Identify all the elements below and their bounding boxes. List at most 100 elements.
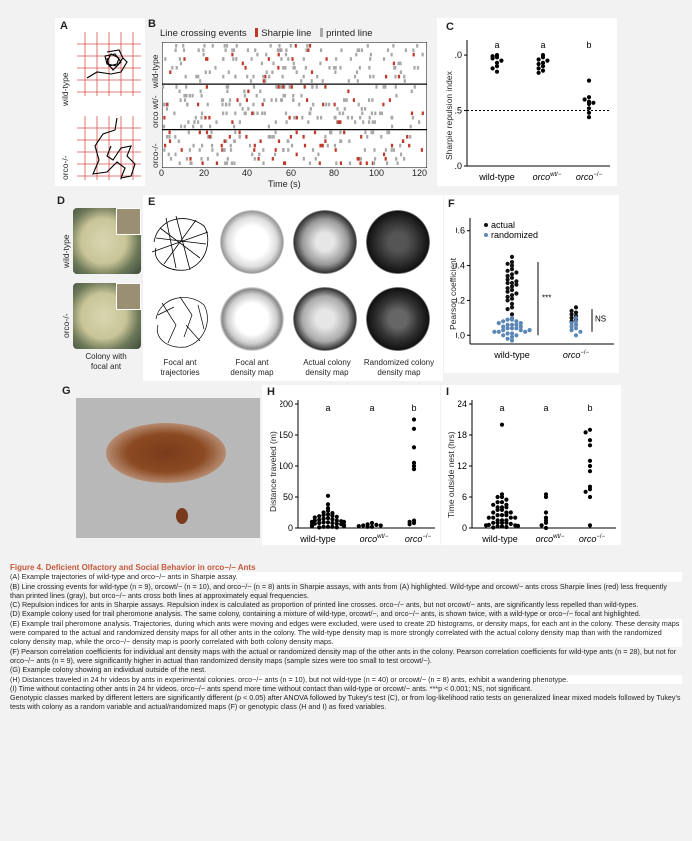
randomized-point bbox=[514, 326, 519, 331]
crossing-tick bbox=[354, 120, 357, 124]
data-point bbox=[309, 524, 315, 529]
randomized-point bbox=[573, 333, 579, 338]
actual-point bbox=[569, 315, 574, 320]
ant-cluster bbox=[106, 423, 226, 483]
randomized-point bbox=[573, 319, 579, 324]
data-point bbox=[545, 58, 550, 63]
crossing-tick bbox=[224, 48, 227, 52]
panel-a: A wild-type orco-/- bbox=[55, 18, 145, 186]
crossing-tick bbox=[234, 130, 237, 135]
crossing-tick bbox=[310, 70, 314, 74]
randomized-point bbox=[501, 324, 506, 329]
crossing-tick bbox=[285, 48, 288, 52]
crossing-tick bbox=[183, 57, 186, 61]
actual-point bbox=[509, 272, 515, 277]
randomized-point bbox=[492, 329, 497, 334]
crossing-tick bbox=[302, 135, 305, 139]
crossing-tick bbox=[373, 120, 376, 124]
randomized-point bbox=[501, 319, 506, 324]
b-xtick: 60 bbox=[286, 168, 297, 178]
data-point bbox=[321, 516, 326, 521]
actual-point bbox=[505, 286, 510, 291]
crossing-tick bbox=[225, 111, 228, 116]
randomized-point bbox=[569, 328, 574, 333]
randomized-point bbox=[496, 329, 501, 334]
crossing-tick bbox=[324, 139, 327, 143]
crossing-tick bbox=[334, 70, 337, 74]
crossing-tick bbox=[168, 130, 171, 135]
crossing-tick bbox=[302, 74, 305, 79]
crossing-tick bbox=[356, 79, 359, 83]
data-point bbox=[317, 525, 322, 530]
y-tick-label: 0.0 bbox=[455, 161, 462, 171]
crossing-tick bbox=[252, 85, 256, 89]
crossing-tick bbox=[280, 98, 283, 102]
y-tick-label: 0.2 bbox=[456, 295, 465, 305]
crossing-tick bbox=[228, 98, 232, 102]
actual-point bbox=[505, 261, 510, 266]
crossing-tick bbox=[198, 130, 201, 135]
randomized-point bbox=[505, 331, 510, 336]
crossing-tick bbox=[265, 52, 268, 57]
data-point bbox=[540, 55, 546, 60]
random-colony-density-2 bbox=[366, 287, 430, 351]
crossing-tick bbox=[192, 124, 195, 129]
crossing-tick bbox=[330, 130, 333, 135]
actual-colony-density-1 bbox=[293, 210, 357, 274]
crossing-tick bbox=[214, 66, 217, 70]
crossing-tick bbox=[261, 111, 264, 116]
crossing-tick bbox=[412, 52, 415, 57]
crossing-tick bbox=[162, 85, 165, 89]
data-point bbox=[325, 512, 331, 517]
caption-c: (C) Repulsion indices for ants in Sharpi… bbox=[10, 600, 639, 610]
crossing-tick bbox=[291, 57, 294, 61]
significance-letter: a bbox=[543, 403, 548, 413]
crossing-tick bbox=[356, 157, 359, 161]
crossing-tick bbox=[247, 89, 250, 94]
crossing-tick bbox=[259, 89, 262, 94]
crossing-tick bbox=[392, 148, 395, 152]
crossing-tick bbox=[183, 124, 186, 129]
crossing-tick bbox=[235, 57, 238, 61]
crossing-tick bbox=[164, 57, 167, 61]
data-point bbox=[499, 494, 505, 500]
group-label: orcowt/− bbox=[360, 534, 389, 544]
randomized-point bbox=[505, 336, 510, 341]
crossing-tick bbox=[311, 85, 314, 89]
colony-photo-inset bbox=[116, 208, 141, 235]
crossing-tick bbox=[275, 98, 278, 102]
crossing-tick bbox=[169, 70, 172, 74]
y-tick-label: 0.4 bbox=[456, 261, 465, 271]
crossing-tick bbox=[179, 61, 183, 66]
crossing-tick bbox=[177, 139, 180, 143]
crossing-tick bbox=[413, 85, 416, 89]
panel-b-legend-sharpie: Sharpie line bbox=[261, 28, 312, 39]
y-tick-label: 6 bbox=[462, 492, 467, 502]
panel-b-xlabel: Time (s) bbox=[268, 179, 301, 189]
crossing-tick bbox=[303, 143, 307, 148]
y-tick-label: 0.5 bbox=[455, 106, 462, 116]
crossing-tick bbox=[384, 148, 387, 152]
crossing-tick bbox=[382, 57, 386, 61]
crossing-tick bbox=[239, 102, 242, 107]
crossing-tick bbox=[238, 135, 241, 139]
crossing-tick bbox=[320, 48, 323, 52]
crossing-tick bbox=[388, 98, 391, 102]
crossing-tick bbox=[306, 44, 309, 48]
crossing-tick bbox=[269, 44, 272, 48]
panel-b-row-orcowt: orco wt/- bbox=[150, 95, 160, 128]
crossing-tick bbox=[384, 85, 387, 89]
crossing-tick bbox=[340, 48, 343, 52]
crossing-tick bbox=[370, 130, 373, 135]
crossing-tick bbox=[221, 98, 225, 102]
crossing-tick bbox=[413, 66, 416, 70]
crossing-tick bbox=[267, 124, 270, 129]
y-tick-label: 50 bbox=[283, 492, 293, 502]
crossing-tick bbox=[189, 157, 192, 161]
crossing-tick bbox=[201, 161, 204, 165]
crossing-tick bbox=[244, 111, 247, 116]
group-label: wild-type bbox=[299, 534, 336, 544]
crossing-tick bbox=[260, 61, 263, 66]
crossing-tick bbox=[278, 44, 281, 48]
actual-point bbox=[569, 308, 574, 313]
